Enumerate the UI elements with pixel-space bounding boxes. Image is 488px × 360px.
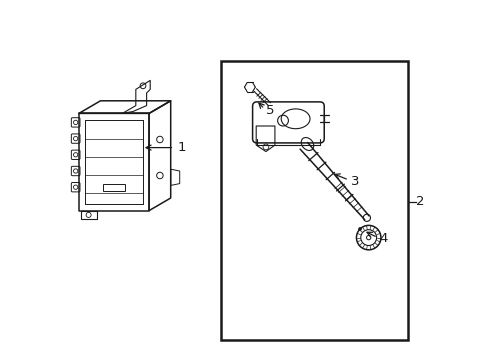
Text: 2: 2: [415, 195, 424, 208]
Text: 5: 5: [265, 104, 274, 117]
Text: 3: 3: [350, 175, 359, 188]
Text: 1: 1: [178, 141, 186, 154]
Text: 4: 4: [379, 232, 387, 245]
Bar: [221, 61, 407, 340]
Circle shape: [358, 228, 361, 230]
Bar: [103, 184, 124, 191]
